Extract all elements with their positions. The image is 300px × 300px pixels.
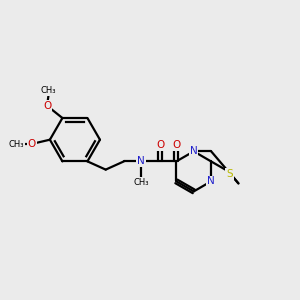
Text: N: N — [190, 146, 198, 156]
Text: S: S — [226, 169, 233, 179]
Text: O: O — [43, 101, 51, 111]
Text: CH₃: CH₃ — [133, 178, 149, 187]
Text: O: O — [28, 139, 36, 149]
Text: CH₃: CH₃ — [9, 140, 24, 148]
Text: O: O — [172, 140, 181, 150]
Text: N: N — [207, 176, 215, 186]
Text: N: N — [137, 156, 145, 167]
Text: CH₃: CH₃ — [41, 86, 56, 95]
Text: O: O — [156, 140, 164, 150]
